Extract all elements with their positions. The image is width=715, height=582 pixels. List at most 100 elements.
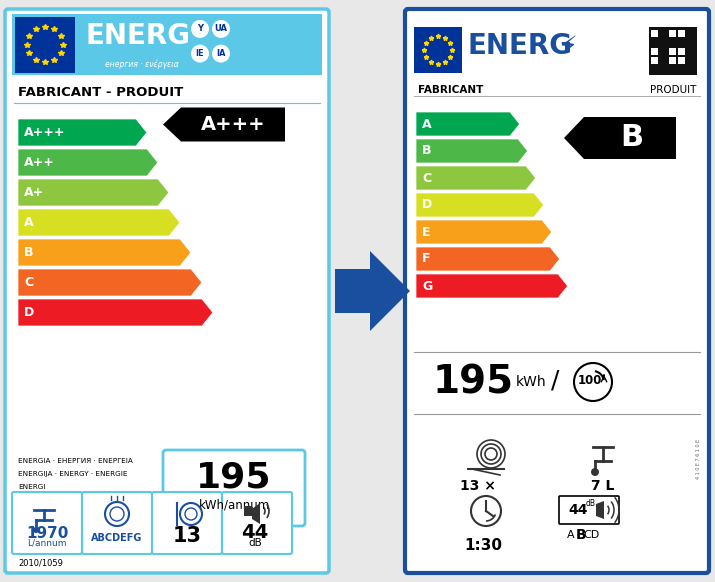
- Text: ENERG: ENERG: [85, 22, 190, 50]
- Polygon shape: [416, 220, 551, 244]
- FancyBboxPatch shape: [12, 492, 82, 554]
- Text: G: G: [422, 279, 433, 293]
- Text: A+++: A+++: [24, 126, 66, 139]
- Text: A+++: A+++: [201, 115, 265, 134]
- Text: kWh/annum: kWh/annum: [198, 499, 270, 512]
- Text: B: B: [621, 123, 644, 152]
- Bar: [12, 14, 322, 75]
- Polygon shape: [18, 179, 169, 206]
- Text: 1:30: 1:30: [464, 538, 502, 553]
- Bar: [669, 48, 676, 55]
- Text: B: B: [422, 144, 431, 158]
- Text: 44: 44: [568, 503, 588, 517]
- Polygon shape: [416, 166, 536, 190]
- Text: /: /: [551, 368, 559, 392]
- FancyBboxPatch shape: [559, 496, 619, 524]
- Polygon shape: [416, 274, 568, 298]
- Bar: [414, 27, 462, 73]
- FancyBboxPatch shape: [222, 492, 292, 554]
- Text: D: D: [422, 198, 433, 211]
- Text: CD: CD: [584, 530, 600, 540]
- Text: IA: IA: [216, 49, 226, 58]
- Text: 195: 195: [433, 363, 513, 401]
- Text: L/annum: L/annum: [27, 538, 66, 548]
- Bar: [669, 57, 676, 64]
- Text: A+: A+: [24, 186, 44, 199]
- Text: A: A: [24, 216, 34, 229]
- Bar: [649, 27, 697, 75]
- Polygon shape: [18, 269, 202, 296]
- Bar: [651, 30, 658, 37]
- Text: PRODUIT: PRODUIT: [650, 85, 696, 95]
- Polygon shape: [416, 112, 520, 136]
- Bar: [678, 48, 685, 55]
- Text: 13: 13: [172, 526, 202, 546]
- Circle shape: [212, 20, 230, 38]
- Polygon shape: [416, 139, 528, 163]
- Polygon shape: [416, 193, 543, 217]
- Polygon shape: [18, 239, 191, 266]
- Bar: [678, 30, 685, 37]
- Polygon shape: [416, 247, 560, 271]
- Text: ⚡: ⚡: [560, 34, 576, 58]
- Circle shape: [574, 363, 612, 401]
- Text: C: C: [422, 172, 431, 184]
- Text: ENERG: ENERG: [468, 32, 573, 60]
- FancyBboxPatch shape: [82, 492, 152, 554]
- Circle shape: [191, 20, 209, 38]
- Polygon shape: [252, 503, 260, 524]
- Circle shape: [191, 45, 209, 63]
- Polygon shape: [335, 251, 410, 331]
- Polygon shape: [163, 108, 285, 141]
- Text: Y: Y: [197, 24, 203, 33]
- Text: ENERGIJA · ENERGY · ENERGIE: ENERGIJA · ENERGY · ENERGIE: [18, 471, 127, 477]
- Bar: [651, 48, 658, 55]
- Text: dB: dB: [586, 499, 596, 509]
- Text: 195: 195: [196, 460, 272, 495]
- Text: E: E: [422, 225, 430, 239]
- Text: ENERGI: ENERGI: [18, 484, 46, 490]
- Circle shape: [212, 45, 230, 63]
- Circle shape: [591, 468, 599, 476]
- Text: B: B: [576, 528, 586, 542]
- Text: FABRICANT: FABRICANT: [418, 85, 483, 95]
- FancyBboxPatch shape: [163, 450, 305, 526]
- Text: A: A: [567, 530, 575, 540]
- Polygon shape: [18, 149, 158, 176]
- Text: 4 1 0 E 7 6 1 0 E: 4 1 0 E 7 6 1 0 E: [696, 439, 701, 479]
- FancyBboxPatch shape: [152, 492, 222, 554]
- Text: dB: dB: [248, 538, 262, 548]
- Text: енергия · ενέργεια: енергия · ενέργεια: [105, 59, 179, 69]
- Text: kWh: kWh: [516, 375, 547, 389]
- Text: B: B: [24, 246, 34, 259]
- Text: 100: 100: [578, 374, 602, 388]
- Text: ENERGIA · ЕНЕРГИЯ · ΕΝΕΡΓΕΙΑ: ENERGIA · ЕНЕРГИЯ · ΕΝΕΡΓΕΙΑ: [18, 458, 133, 464]
- Text: UA: UA: [214, 24, 227, 33]
- Polygon shape: [564, 117, 676, 159]
- Text: 2010/1059: 2010/1059: [18, 559, 63, 567]
- Bar: [244, 506, 252, 516]
- FancyBboxPatch shape: [5, 9, 329, 573]
- Text: A: A: [422, 118, 432, 130]
- Polygon shape: [18, 209, 179, 236]
- Text: A++: A++: [24, 156, 55, 169]
- Bar: [669, 30, 676, 37]
- Text: 13 ×: 13 ×: [460, 479, 496, 493]
- Text: D: D: [24, 306, 34, 319]
- FancyBboxPatch shape: [405, 9, 709, 573]
- Polygon shape: [18, 299, 213, 326]
- Bar: [678, 57, 685, 64]
- Bar: [15, 16, 75, 73]
- Text: IE: IE: [196, 49, 204, 58]
- Text: 7 L: 7 L: [591, 479, 615, 493]
- Text: C: C: [24, 276, 33, 289]
- Text: FABRICANT - PRODUIT: FABRICANT - PRODUIT: [18, 87, 183, 100]
- Text: F: F: [422, 253, 430, 265]
- Text: 1970: 1970: [26, 526, 68, 541]
- Text: ABCDEFG: ABCDEFG: [92, 533, 143, 543]
- Circle shape: [33, 527, 39, 533]
- Polygon shape: [18, 119, 147, 146]
- Polygon shape: [596, 501, 604, 519]
- Text: 44: 44: [242, 523, 269, 541]
- Bar: [651, 57, 658, 64]
